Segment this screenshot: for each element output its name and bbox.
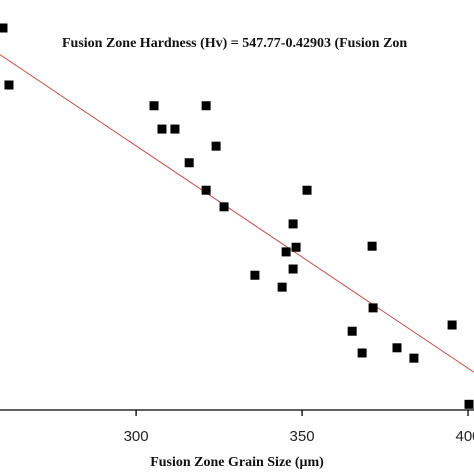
- point: [219, 202, 229, 212]
- point: [277, 282, 287, 292]
- point: [367, 241, 377, 251]
- point: [250, 270, 260, 280]
- point: [201, 185, 211, 195]
- point: [347, 326, 357, 336]
- point: [211, 141, 221, 151]
- point: [409, 353, 419, 363]
- point: [464, 399, 474, 409]
- point: [184, 158, 194, 168]
- point: [447, 320, 457, 330]
- x-tick-label: 400: [456, 428, 474, 445]
- point: [368, 303, 378, 313]
- x-tick-label: 350: [290, 428, 315, 445]
- fit-equation: Fusion Zone Hardness (Hv) = 547.77-0.429…: [62, 36, 407, 51]
- point: [392, 343, 402, 353]
- point: [157, 124, 167, 134]
- point: [288, 264, 298, 274]
- point: [291, 242, 301, 252]
- x-axis-label: Fusion Zone Grain Size (μm): [150, 455, 324, 470]
- point: [0, 23, 8, 33]
- point: [201, 101, 211, 111]
- point: [4, 80, 14, 90]
- point: [149, 101, 159, 111]
- fit-line: [0, 54, 474, 373]
- point: [302, 185, 312, 195]
- point: [357, 348, 367, 358]
- x-tick-label: 300: [124, 428, 149, 445]
- point: [170, 124, 180, 134]
- point: [288, 219, 298, 229]
- point: [281, 247, 291, 257]
